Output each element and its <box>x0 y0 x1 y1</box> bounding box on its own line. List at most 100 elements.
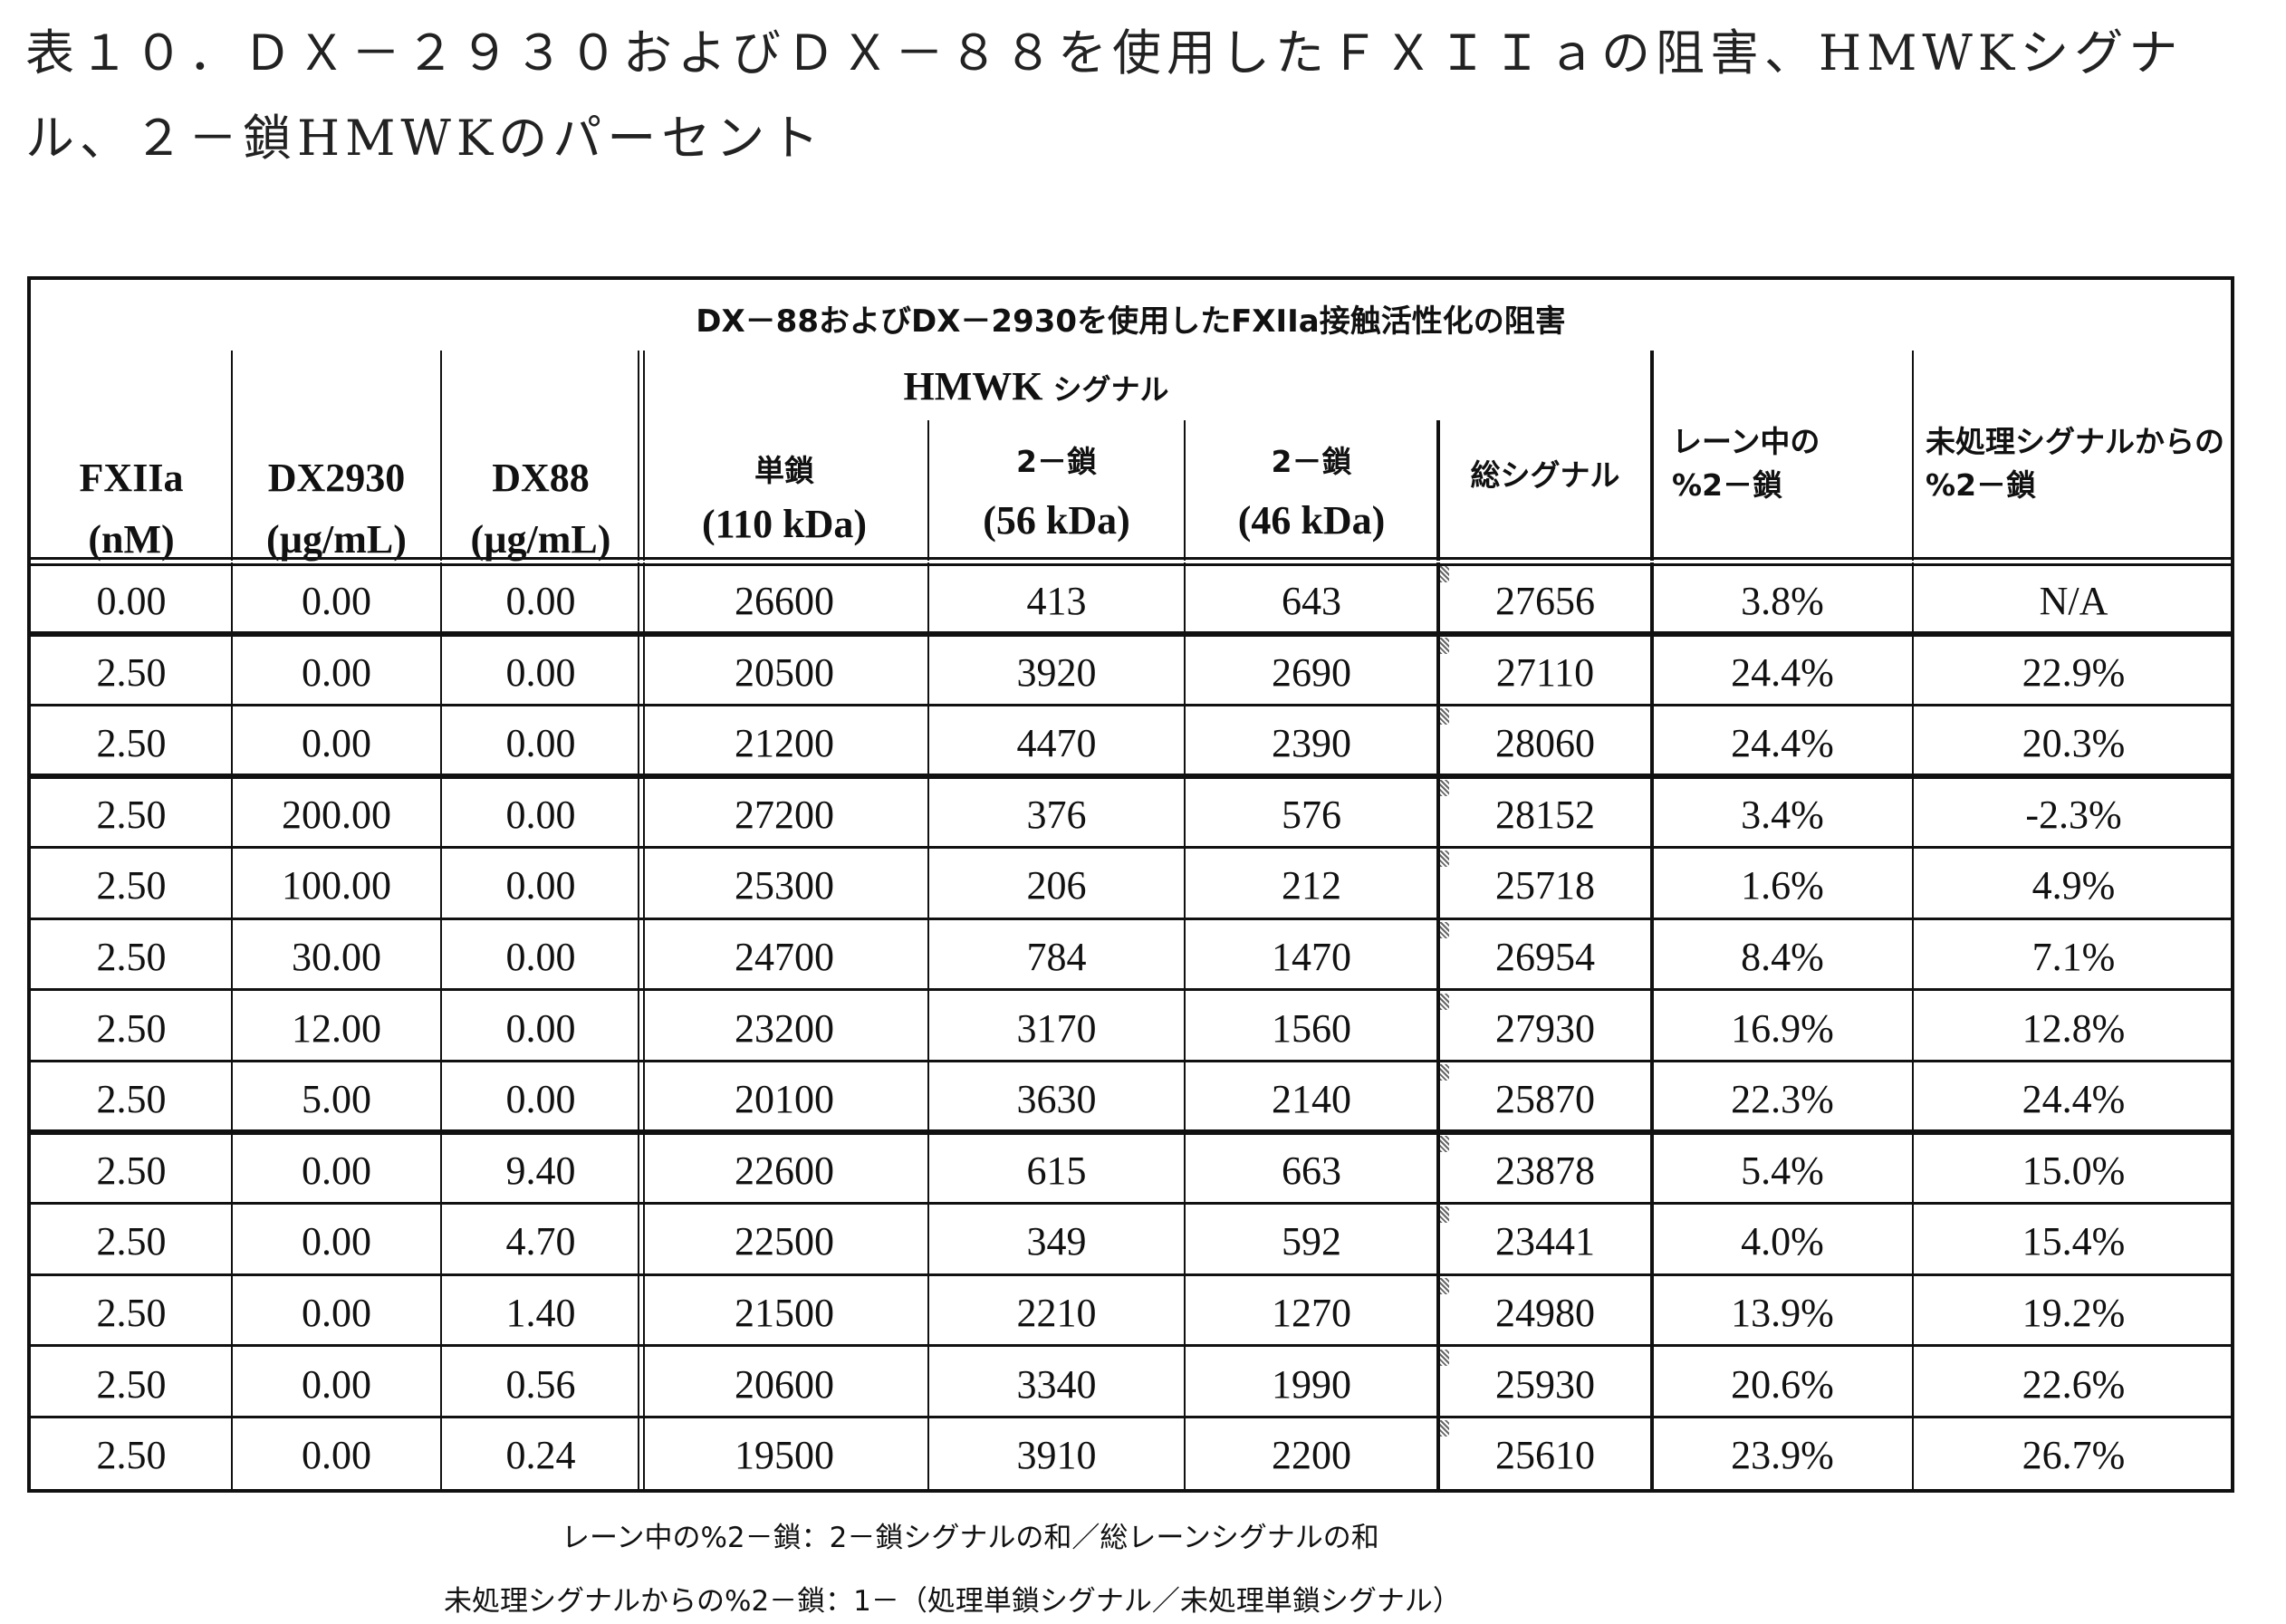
divider <box>440 562 442 1489</box>
cell-two_chain_46: 1470 <box>1185 918 1438 990</box>
cell-pct_in_lane: 23.9% <box>1652 1417 1913 1488</box>
cell-dx88: 0.56 <box>441 1346 640 1417</box>
cell-pct_from_untreated: 4.9% <box>1913 847 2234 918</box>
cell-fxiia: 2.50 <box>31 776 232 848</box>
cell-pct_in_lane: 22.3% <box>1652 1061 1913 1132</box>
cell-dx88: 1.40 <box>441 1274 640 1346</box>
cell-pct_in_lane: 3.4% <box>1652 776 1913 848</box>
cell-single_chain: 21500 <box>640 1274 928 1346</box>
cell-dx2930: 0.00 <box>232 562 441 634</box>
document-title-line-1: 表１０．ＤＸ－２９３０およびＤＸ－８８を使用したＦＸＩＩａの阻害、HMWKシグナ <box>25 13 2183 84</box>
cell-fxiia: 2.50 <box>31 1274 232 1346</box>
cell-two_chain_56: 413 <box>928 562 1185 634</box>
cell-total_signal: 27656 <box>1438 562 1652 634</box>
cell-two_chain_56: 615 <box>928 1132 1185 1204</box>
cell-pct_in_lane: 3.8% <box>1652 562 1913 634</box>
table-row: 2.5030.000.00247007841470269548.4%7.1% <box>31 918 2231 990</box>
cell-comment-marker-icon <box>1440 638 1449 654</box>
table-row: 2.500.000.5620600334019902593020.6%22.6% <box>31 1346 2231 1417</box>
cell-dx88: 0.00 <box>441 776 640 848</box>
cell-pct_from_untreated: 12.8% <box>1913 990 2234 1062</box>
cell-pct_from_untreated: 19.2% <box>1913 1274 2234 1346</box>
cell-fxiia: 2.50 <box>31 705 232 776</box>
cell-pct_in_lane: 4.0% <box>1652 1203 1913 1274</box>
cell-dx2930: 200.00 <box>232 776 441 848</box>
cell-two_chain_56: 3340 <box>928 1346 1185 1417</box>
cell-fxiia: 2.50 <box>31 1417 232 1488</box>
table-row: 2.500.004.7022500349592234414.0%15.4% <box>31 1203 2231 1274</box>
col-header-single-chain: 単鎖(110 kDa) <box>640 447 928 555</box>
cell-pct_from_untreated: 15.4% <box>1913 1203 2234 1274</box>
cell-single_chain: 20100 <box>640 1061 928 1132</box>
cell-dx88: 9.40 <box>441 1132 640 1204</box>
cell-fxiia: 0.00 <box>31 562 232 634</box>
divider <box>1184 420 1186 561</box>
cell-fxiia: 2.50 <box>31 918 232 990</box>
cell-single_chain: 27200 <box>640 776 928 848</box>
hmwk-signal-group-header: HMWK シグナル <box>640 363 1432 409</box>
cell-total_signal: 27930 <box>1438 990 1652 1062</box>
col-header-dx2930: DX2930(µg/mL) <box>232 447 441 571</box>
cell-total_signal: 28152 <box>1438 776 1652 848</box>
cell-dx2930: 0.00 <box>232 705 441 776</box>
cell-two_chain_56: 3910 <box>928 1417 1185 1488</box>
col-header-fxiia: FXIIa(nM) <box>31 447 232 571</box>
divider <box>643 562 645 1489</box>
cell-total_signal: 25718 <box>1438 847 1652 918</box>
cell-single_chain: 26600 <box>640 562 928 634</box>
cell-fxiia: 2.50 <box>31 1203 232 1274</box>
divider <box>638 351 639 561</box>
divider <box>643 351 645 561</box>
divider <box>231 351 233 561</box>
cell-dx2930: 12.00 <box>232 990 441 1062</box>
cell-total_signal: 25610 <box>1438 1417 1652 1488</box>
cell-dx88: 0.00 <box>441 1061 640 1132</box>
cell-total_signal: 25870 <box>1438 1061 1652 1132</box>
cell-comment-marker-icon <box>1440 566 1449 582</box>
col-header-dx88: DX88(µg/mL) <box>441 447 640 571</box>
divider <box>1436 562 1440 1489</box>
cell-dx2930: 5.00 <box>232 1061 441 1132</box>
divider <box>927 562 929 1489</box>
cell-pct_in_lane: 1.6% <box>1652 847 1913 918</box>
cell-comment-marker-icon <box>1440 708 1449 725</box>
cell-dx88: 0.00 <box>441 562 640 634</box>
table-row: 2.500.000.0020500392026902711024.4%22.9% <box>31 634 2231 706</box>
cell-fxiia: 2.50 <box>31 847 232 918</box>
cell-two_chain_46: 1560 <box>1185 990 1438 1062</box>
cell-fxiia: 2.50 <box>31 634 232 706</box>
table-row: 2.500.009.4022600615663238785.4%15.0% <box>31 1132 2231 1204</box>
col-header-pct-in-lane: レーン中の%2－鎖 <box>1652 420 1913 507</box>
cell-two_chain_56: 3920 <box>928 634 1185 706</box>
document-title-line-2: ル、２－鎖HMWKのパーセント <box>25 98 824 169</box>
table-caption: DX－88およびDX－2930を使用したFXIIa接触活性化の阻害 <box>31 296 2231 341</box>
cell-pct_in_lane: 13.9% <box>1652 1274 1913 1346</box>
cell-comment-marker-icon <box>1440 780 1449 796</box>
signal-label: シグナル <box>1052 372 1168 407</box>
divider <box>231 562 233 1489</box>
cell-dx2930: 0.00 <box>232 1132 441 1204</box>
cell-single_chain: 21200 <box>640 705 928 776</box>
table-row: 2.500.000.2419500391022002561023.9%26.7% <box>31 1417 2231 1488</box>
cell-two_chain_56: 784 <box>928 918 1185 990</box>
cell-dx88: 0.00 <box>441 918 640 990</box>
divider <box>1650 562 1654 1489</box>
footnote-pct-from-untreated: 未処理シグナルからの%2－鎖：1－（処理単鎖シグナル／未処理単鎖シグナル） <box>444 1578 1461 1619</box>
cell-dx88: 0.00 <box>441 990 640 1062</box>
cell-two_chain_56: 376 <box>928 776 1185 848</box>
cell-total_signal: 28060 <box>1438 705 1652 776</box>
cell-two_chain_56: 2210 <box>928 1274 1185 1346</box>
divider <box>440 351 442 561</box>
cell-comment-marker-icon <box>1440 1278 1449 1294</box>
cell-two_chain_46: 212 <box>1185 847 1438 918</box>
cell-comment-marker-icon <box>1440 1350 1449 1366</box>
col-header-two-chain-56: 2－鎖(56 kDa) <box>928 438 1185 552</box>
cell-comment-marker-icon <box>1440 1206 1449 1223</box>
cell-dx2930: 0.00 <box>232 1274 441 1346</box>
cell-fxiia: 2.50 <box>31 1132 232 1204</box>
cell-total_signal: 23878 <box>1438 1132 1652 1204</box>
cell-two_chain_56: 4470 <box>928 705 1185 776</box>
cell-two_chain_56: 349 <box>928 1203 1185 1274</box>
cell-pct_from_untreated: -2.3% <box>1913 776 2234 848</box>
cell-two_chain_46: 1990 <box>1185 1346 1438 1417</box>
